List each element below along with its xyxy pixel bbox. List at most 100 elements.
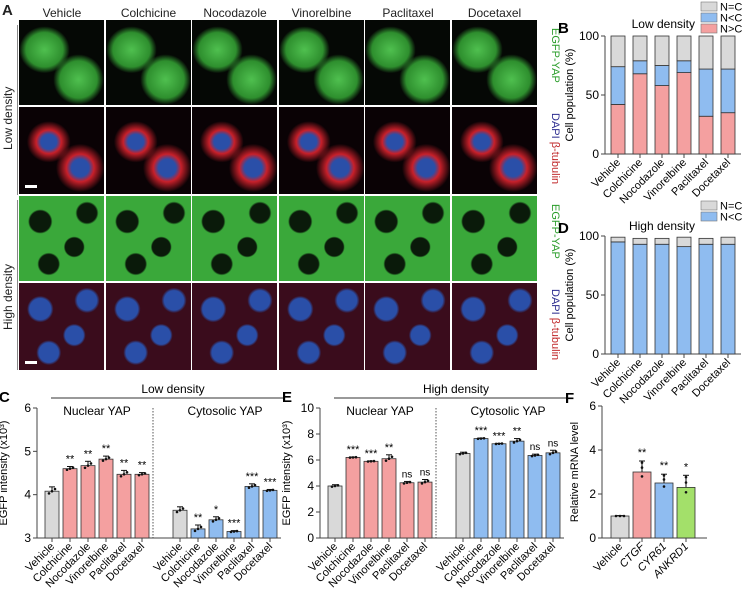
y-tick-label: 4 (24, 488, 31, 502)
dapi-tubulin-image (105, 107, 191, 194)
significance-marker: ** (194, 512, 203, 524)
legend-swatch (700, 1, 718, 12)
bar-segment (698, 35, 714, 70)
significance-marker: *** (246, 471, 260, 483)
legend-swatch (700, 200, 718, 211)
column-header-colchicine: Colchicine (120, 6, 177, 20)
bar-segment (654, 243, 670, 355)
bar-segment (676, 60, 692, 73)
significance-marker: ** (84, 448, 93, 460)
y-tick-label: 50 (586, 288, 600, 302)
group-label: Cytosolic YAP (188, 404, 263, 418)
bar (80, 465, 96, 539)
bar-segment (720, 68, 736, 114)
bar-segment (632, 35, 648, 62)
y-tick-label: 100 (579, 29, 599, 43)
egfp-yap-image (278, 196, 364, 281)
significance-marker: *** (228, 518, 242, 530)
dapi-tubulin-image (192, 107, 277, 194)
significance-marker: ** (638, 447, 647, 459)
bar (399, 482, 415, 539)
bar (345, 456, 361, 539)
chart-title: Low density (141, 382, 204, 396)
panel-letter: E (282, 389, 292, 406)
dapi-tubulin-image (19, 283, 104, 370)
significance-marker: ** (385, 442, 394, 454)
dapi-tubulin-image (451, 283, 537, 370)
bar-segment (654, 65, 670, 86)
bar-segment (654, 237, 670, 245)
y-tick-label: 6 (589, 399, 596, 413)
egfp-yap-image (365, 20, 450, 105)
legend-label: N=C (720, 201, 742, 213)
significance-marker: *** (475, 425, 489, 437)
dapi-tubulin-image (192, 283, 277, 370)
bar-segment (632, 237, 648, 245)
bar (190, 528, 206, 539)
bar (62, 468, 78, 539)
column-header-nocodazole: Nocodazole (203, 6, 267, 20)
y-tick-label: 5 (24, 444, 31, 458)
bar (244, 486, 260, 539)
bar (473, 438, 489, 539)
y-axis-label: EGFP intensity (x10³) (0, 421, 10, 526)
y-tick-label: 100 (579, 229, 599, 243)
y-tick-label: 0 (307, 531, 314, 545)
y-tick-label: 0 (592, 147, 599, 161)
egfp-yap-image (19, 20, 104, 105)
bar (262, 489, 278, 539)
legend-label: N<C (720, 212, 742, 224)
bar-segment (676, 35, 692, 62)
y-tick-label: 2 (307, 505, 314, 519)
bar-segment (610, 241, 626, 355)
y-axis-label: Cell population (%) (564, 249, 576, 342)
bar (455, 453, 471, 539)
bar-segment (610, 66, 626, 105)
bar (527, 455, 543, 539)
bar (545, 452, 561, 539)
scale-bar (25, 361, 37, 364)
egfp-yap-image (451, 20, 537, 105)
bar-segment (698, 68, 714, 117)
significance-marker: ** (138, 460, 147, 472)
significance-marker: ** (102, 443, 111, 455)
column-header-vehicle: Vehicle (42, 6, 82, 20)
dapi-tubulin-image (451, 107, 537, 194)
chart-title: High density (423, 382, 489, 396)
bar-segment (720, 243, 736, 355)
bar (654, 482, 674, 539)
legend-swatch (700, 211, 718, 222)
bar (491, 443, 507, 539)
bar (208, 519, 224, 539)
egfp-yap-image (278, 20, 364, 105)
bar-segment (610, 35, 626, 68)
significance-marker: ** (120, 457, 129, 469)
significance-marker: ns (420, 468, 431, 479)
bar-segment (632, 73, 648, 155)
bar-segment (720, 236, 736, 245)
legend-swatch (700, 23, 718, 34)
significance-marker: ns (530, 442, 541, 453)
significance-marker: *** (347, 444, 361, 456)
x-tick-label: Vehicle (592, 541, 626, 575)
bar (172, 509, 188, 539)
bar (327, 485, 343, 539)
egfp-yap-image (192, 196, 277, 281)
bar-segment (610, 104, 626, 155)
chart-title: Low density (632, 17, 695, 31)
significance-marker: *** (493, 430, 507, 442)
y-tick-label: 10 (301, 401, 315, 415)
column-header-paclitaxel: Paclitaxel (382, 6, 434, 20)
dapi-tubulin-image (278, 283, 364, 370)
y-axis-label: Cell population (%) (564, 49, 576, 142)
y-tick-label: 8 (307, 427, 314, 441)
significance-marker: ns (402, 469, 413, 480)
panel-c-chart: C 3 4 5 6 EGFP intensity (x10³) Low density Nuc… (0, 382, 285, 590)
panel-e-chart: E 0 2 4 6 8 10 EGFP intensity (x10³) High densit… (281, 382, 568, 590)
bar (363, 460, 379, 539)
low-density-bracket (17, 25, 18, 195)
dapi-tubulin-image (365, 283, 450, 370)
significance-marker: ns (548, 438, 559, 449)
panel-letter: F (565, 390, 574, 407)
